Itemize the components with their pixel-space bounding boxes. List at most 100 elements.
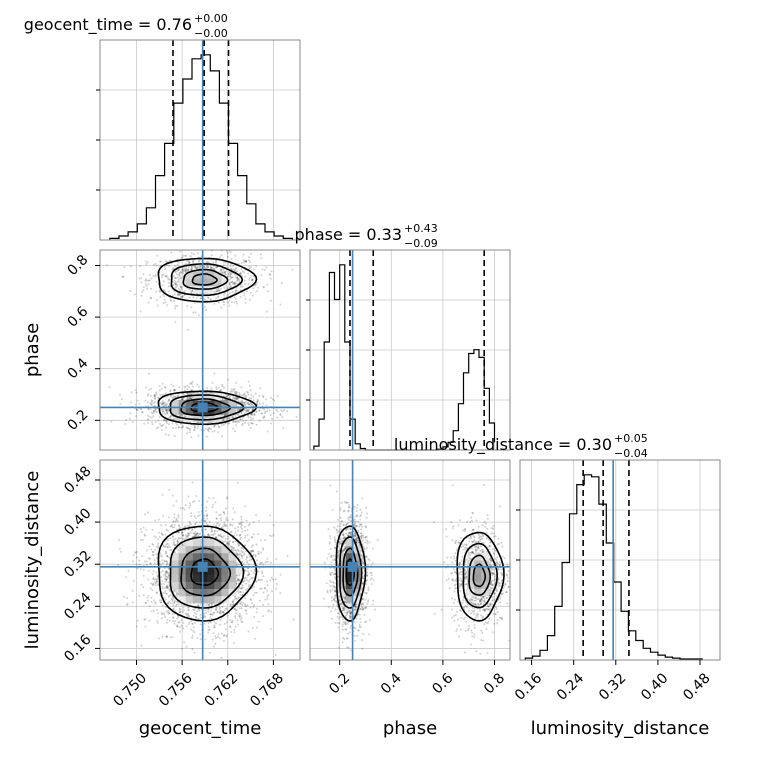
density-cell	[178, 278, 187, 287]
scatter-point	[170, 251, 173, 254]
scatter-point	[248, 573, 251, 576]
scatter-point	[233, 598, 236, 601]
scatter-point	[180, 271, 183, 274]
scatter-point	[165, 578, 168, 581]
scatter-point	[177, 426, 180, 429]
scatter-point	[238, 616, 241, 619]
scatter-point	[190, 252, 193, 255]
scatter-point	[238, 393, 241, 396]
scatter-point	[164, 533, 167, 536]
scatter-point	[189, 396, 192, 398]
scatter-point	[188, 502, 191, 505]
scatter-point	[164, 590, 167, 593]
scatter-point	[241, 521, 244, 524]
scatter-point	[176, 625, 179, 628]
scatter-point	[168, 278, 171, 281]
scatter-point	[249, 260, 251, 263]
scatter-point	[292, 618, 295, 621]
scatter-point	[234, 267, 237, 270]
scatter-point	[229, 251, 232, 254]
scatter-point	[184, 254, 187, 257]
scatter-point	[210, 613, 213, 616]
scatter-point	[223, 303, 226, 306]
scatter-point	[263, 416, 266, 419]
scatter-point	[251, 408, 254, 411]
scatter-point	[180, 288, 183, 291]
scatter-point	[214, 635, 217, 638]
scatter-point	[189, 531, 192, 534]
scatter-point	[192, 629, 195, 632]
scatter-point	[164, 616, 167, 618]
scatter-point	[279, 573, 282, 576]
scatter-point	[150, 548, 153, 551]
scatter-point	[166, 618, 169, 621]
scatter-point	[266, 283, 269, 286]
scatter-point	[222, 301, 225, 303]
scatter-point	[168, 574, 170, 577]
scatter-point	[140, 411, 143, 414]
scatter-point	[198, 514, 201, 517]
scatter-point	[216, 611, 219, 614]
scatter-point	[166, 555, 169, 557]
scatter-point	[163, 613, 166, 616]
scatter-point	[248, 403, 250, 406]
scatter-point	[259, 551, 262, 554]
scatter-point	[238, 553, 241, 556]
scatter-point	[163, 587, 166, 590]
scatter-point	[178, 537, 181, 540]
scatter-point	[204, 528, 207, 531]
scatter-point	[205, 664, 207, 666]
scatter-point	[164, 580, 167, 583]
scatter-point	[216, 610, 219, 613]
scatter-point	[183, 290, 186, 293]
scatter-point	[110, 420, 113, 423]
scatter-point	[173, 418, 176, 421]
scatter-point	[177, 603, 180, 605]
scatter-point	[140, 408, 143, 411]
scatter-point	[272, 412, 275, 415]
scatter-point	[143, 422, 146, 425]
scatter-point	[181, 269, 184, 272]
scatter-point	[186, 615, 189, 618]
scatter-point	[184, 269, 187, 272]
scatter-point	[251, 278, 254, 281]
scatter-point	[215, 259, 217, 262]
scatter-point	[161, 408, 163, 410]
scatter-point	[232, 388, 235, 391]
scatter-point	[218, 289, 221, 292]
scatter-point	[249, 253, 252, 255]
scatter-point	[203, 514, 205, 517]
scatter-point	[210, 530, 213, 533]
scatter-point	[186, 388, 189, 391]
scatter-point	[177, 276, 180, 279]
scatter-point	[231, 390, 234, 393]
scatter-point	[249, 403, 251, 406]
scatter-point	[169, 390, 172, 393]
scatter-point	[157, 612, 160, 615]
scatter-point	[238, 563, 241, 566]
scatter-point	[172, 266, 174, 269]
scatter-point	[186, 248, 188, 250]
scatter-point	[224, 538, 227, 540]
scatter-point	[211, 638, 214, 641]
scatter-point	[247, 401, 250, 404]
scatter-point	[239, 400, 242, 403]
scatter-point	[189, 382, 191, 385]
scatter-point	[167, 612, 170, 615]
scatter-point	[246, 409, 249, 412]
scatter-point	[163, 591, 166, 594]
scatter-point	[251, 550, 254, 553]
scatter-point	[194, 266, 197, 269]
scatter-point	[224, 395, 227, 398]
scatter-point	[193, 426, 196, 429]
scatter-point	[184, 529, 186, 532]
scatter-point	[247, 630, 250, 633]
scatter-point	[195, 521, 198, 524]
scatter-point	[166, 576, 169, 579]
scatter-point	[185, 426, 188, 429]
scatter-point	[161, 579, 164, 582]
scatter-point	[183, 415, 186, 418]
scatter-point	[237, 596, 240, 599]
scatter-point	[224, 261, 227, 264]
